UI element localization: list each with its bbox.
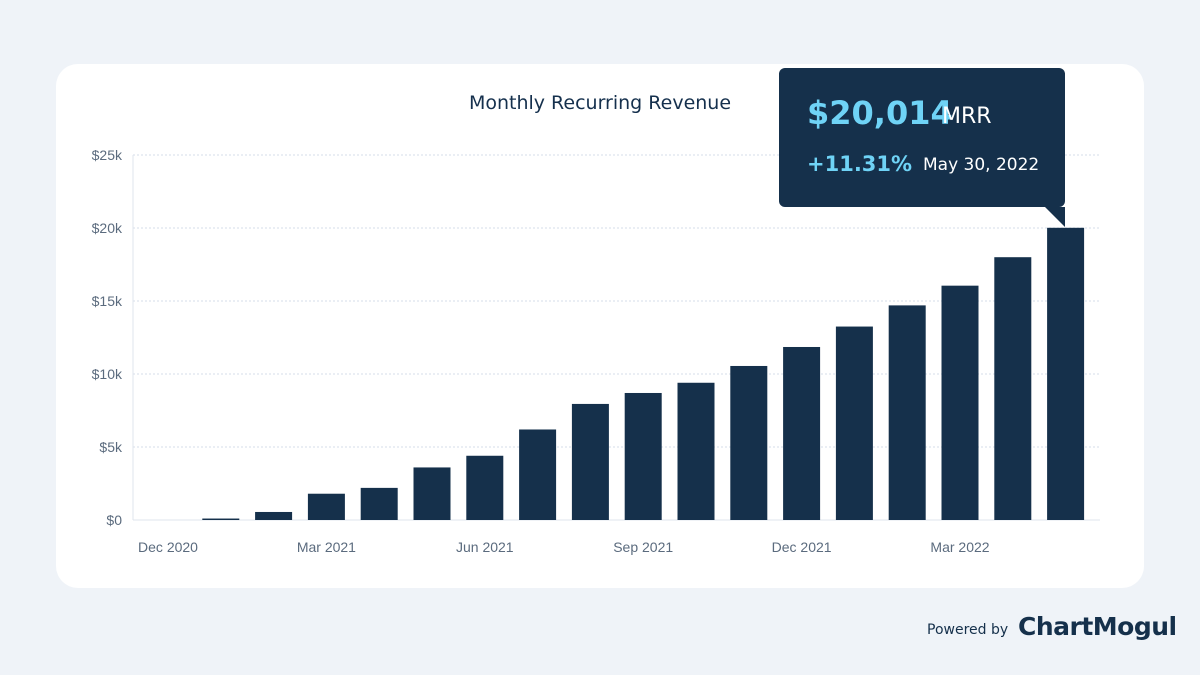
- powered-by-label: Powered by: [927, 622, 1009, 638]
- bar: [1047, 227, 1085, 520]
- bar: [466, 455, 504, 520]
- x-tick-label: Dec 2020: [138, 539, 198, 555]
- x-tick-label: Mar 2022: [930, 539, 989, 555]
- x-tick-label: Mar 2021: [297, 539, 356, 555]
- y-tick-label: $20k: [92, 220, 123, 236]
- bar: [360, 487, 398, 520]
- bar: [571, 403, 609, 520]
- bar: [307, 493, 345, 520]
- bar: [888, 305, 926, 520]
- y-tick-label: $15k: [92, 293, 123, 309]
- bar: [202, 518, 240, 520]
- tooltip: $20,014 MRR +11.31% May 30, 2022: [779, 68, 1065, 227]
- tooltip-value: $20,014: [807, 94, 953, 132]
- bar: [783, 346, 821, 520]
- y-tick-label: $10k: [92, 366, 123, 382]
- x-tick-label: Jun 2021: [456, 539, 514, 555]
- tooltip-unit: MRR: [942, 104, 992, 129]
- x-tick-label: Dec 2021: [772, 539, 832, 555]
- bar: [677, 382, 715, 520]
- bar: [835, 326, 873, 520]
- bar: [413, 467, 451, 520]
- bar: [730, 365, 768, 520]
- bar: [255, 511, 293, 520]
- bar: [994, 257, 1032, 520]
- bar: [624, 392, 662, 520]
- x-tick-label: Sep 2021: [613, 539, 673, 555]
- y-tick-label: $0: [106, 512, 122, 528]
- chart-title: Monthly Recurring Revenue: [468, 92, 732, 114]
- bar: [941, 285, 979, 520]
- tooltip-change: +11.31%: [807, 152, 913, 176]
- y-tick-label: $25k: [92, 147, 123, 163]
- chartmogul-logo[interactable]: ChartMogul: [1018, 612, 1177, 641]
- y-tick-label: $5k: [99, 439, 123, 455]
- bar: [519, 429, 557, 520]
- tooltip-date: May 30, 2022: [923, 155, 1040, 175]
